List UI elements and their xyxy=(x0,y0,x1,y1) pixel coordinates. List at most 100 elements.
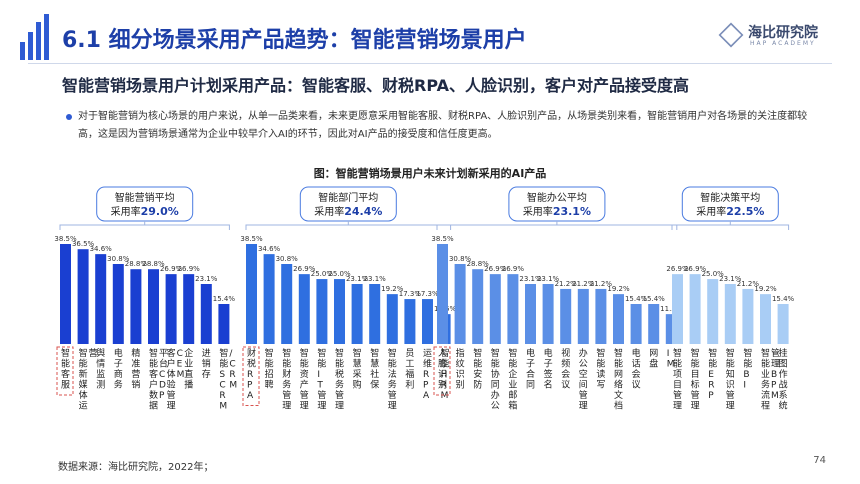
chart-title: 图：智能营销场景用户未来计划新采用的AI产品 xyxy=(313,167,547,180)
bar-value-label: 23.1% xyxy=(364,275,387,283)
bar xyxy=(507,274,519,344)
bar-value-label: 28.8% xyxy=(467,260,490,268)
bar-value-label: 17.3% xyxy=(399,290,422,298)
category-label: 智能 E R P xyxy=(708,347,717,401)
bar xyxy=(472,269,484,344)
category-label: 智能新媒体运营 xyxy=(79,347,98,412)
bar xyxy=(369,284,381,344)
category-label: 电子签名 xyxy=(544,347,553,391)
bullet-text: 对于智能营销为核心场景的用户来说，从单一品类来看，未来更愿意采用智能客服、财税R… xyxy=(78,111,808,140)
bar xyxy=(316,279,328,344)
bar xyxy=(422,299,433,344)
category-label: 企业直播 xyxy=(184,347,193,391)
bar xyxy=(577,288,589,344)
bar xyxy=(665,314,677,344)
bar xyxy=(760,294,771,344)
bar xyxy=(183,274,195,344)
bar xyxy=(246,244,257,344)
group-callout-title: 智能营销平均 xyxy=(115,191,175,204)
group-callout-title: 智能决策平均 xyxy=(700,191,760,204)
category-label: 智慧社保 xyxy=(370,347,379,391)
group-callout-title: 智能办公平均 xyxy=(527,191,587,204)
bar xyxy=(165,274,177,344)
bar-value-label: 25.0% xyxy=(702,270,725,278)
bar xyxy=(648,304,660,344)
bar-value-label: 26.9% xyxy=(160,265,183,273)
bar xyxy=(672,274,683,344)
bar-value-label: 23.1% xyxy=(719,275,742,283)
bar-value-label: 26.9% xyxy=(502,265,525,273)
highlight-box xyxy=(242,346,260,406)
category-label: 智能业务流程管理 B P M xyxy=(761,347,780,412)
slide-subtitle: 智能营销场景用户计划采用产品：智能客服、财税RPA、人脸识别，客户对产品接受度高 xyxy=(62,76,689,95)
category-label: 精准营销 xyxy=(131,347,140,391)
category-label: 进销存 xyxy=(202,348,211,380)
group-callout-title: 智能部门平均 xyxy=(318,191,378,204)
category-label: 员工福利 xyxy=(405,348,414,391)
bar-value-label: 26.9% xyxy=(484,265,507,273)
bar-value-label: 21.2% xyxy=(555,280,578,288)
bar xyxy=(404,299,416,344)
bar xyxy=(60,244,71,344)
group-bracket xyxy=(436,224,678,230)
bar-value-label: 25.0% xyxy=(311,270,334,278)
bar-value-label: 15.4% xyxy=(625,295,648,303)
bar xyxy=(437,244,448,344)
bar-value-label: 15.4% xyxy=(643,295,666,303)
logo: 海比研究院 HAP ACADEMY xyxy=(718,20,830,56)
bar-value-label: 15.4% xyxy=(772,295,795,303)
category-label: 智能协同办公 xyxy=(491,347,500,412)
bar-value-label: 23.1% xyxy=(519,275,542,283)
bar xyxy=(351,284,363,344)
category-label: 智能 I T 管理 xyxy=(316,347,326,412)
group-callout-rate: 采用率23.1% xyxy=(523,205,591,218)
bar xyxy=(218,304,230,344)
category-label: 人脸识别 xyxy=(438,348,447,391)
bar-value-label: 23.1% xyxy=(346,275,369,283)
bar-value-label: 21.2% xyxy=(590,280,613,288)
header-divider xyxy=(28,63,832,64)
bar-value-label: 38.5% xyxy=(240,235,263,243)
bar-value-label: 21.2% xyxy=(737,280,760,288)
category-label: 智能 H R M xyxy=(441,347,450,401)
category-label: 智能税务管理 xyxy=(335,347,344,412)
category-label: 智能客服 xyxy=(61,347,70,391)
category-label: 智能财务管理 xyxy=(282,347,291,412)
category-label: 智能知识管理 xyxy=(726,347,735,412)
bar-value-label: 21.2% xyxy=(572,280,595,288)
category-label: 智慧采购 xyxy=(353,347,362,391)
category-label: 智能安防 xyxy=(473,347,482,391)
category-label: 舆情监测 xyxy=(96,347,105,391)
bar xyxy=(454,264,466,344)
bar xyxy=(77,249,89,344)
category-label: 智能招聘 xyxy=(265,347,274,391)
group-bracket xyxy=(671,224,790,230)
category-label: 运维 R P A xyxy=(423,348,432,401)
bar-value-label: 17.3% xyxy=(416,290,439,298)
page-number: 74 xyxy=(813,455,826,466)
highlight-box xyxy=(56,346,74,396)
bar xyxy=(334,279,345,344)
bar xyxy=(112,264,124,344)
bar xyxy=(613,294,624,344)
category-label: 智能资产管理 xyxy=(300,347,309,412)
group-bracket xyxy=(245,224,452,230)
bar-value-label: 28.8% xyxy=(125,260,148,268)
bar-value-label: 30.8% xyxy=(276,255,299,263)
bar-value-label: 25.0% xyxy=(328,270,351,278)
group-callout-rate: 采用率24.4% xyxy=(314,205,382,218)
category-label: 电话会议 xyxy=(632,347,641,391)
bar xyxy=(525,284,536,344)
category-label: 智能企业邮箱 xyxy=(508,347,517,412)
category-label: 网盘 xyxy=(649,348,658,370)
bar-value-label: 34.6% xyxy=(90,245,113,253)
page-title: 6.1 细分场景采用产品趋势：智能营销场景用户 xyxy=(62,28,527,53)
category-label: 视频会议 xyxy=(561,347,570,391)
bar-value-label: 11.5% xyxy=(660,305,683,313)
bar xyxy=(386,294,398,344)
category-label: 指纹识别 xyxy=(456,347,465,391)
bar xyxy=(724,284,736,344)
bar-value-label: 15.4% xyxy=(213,295,236,303)
bar xyxy=(595,288,607,344)
